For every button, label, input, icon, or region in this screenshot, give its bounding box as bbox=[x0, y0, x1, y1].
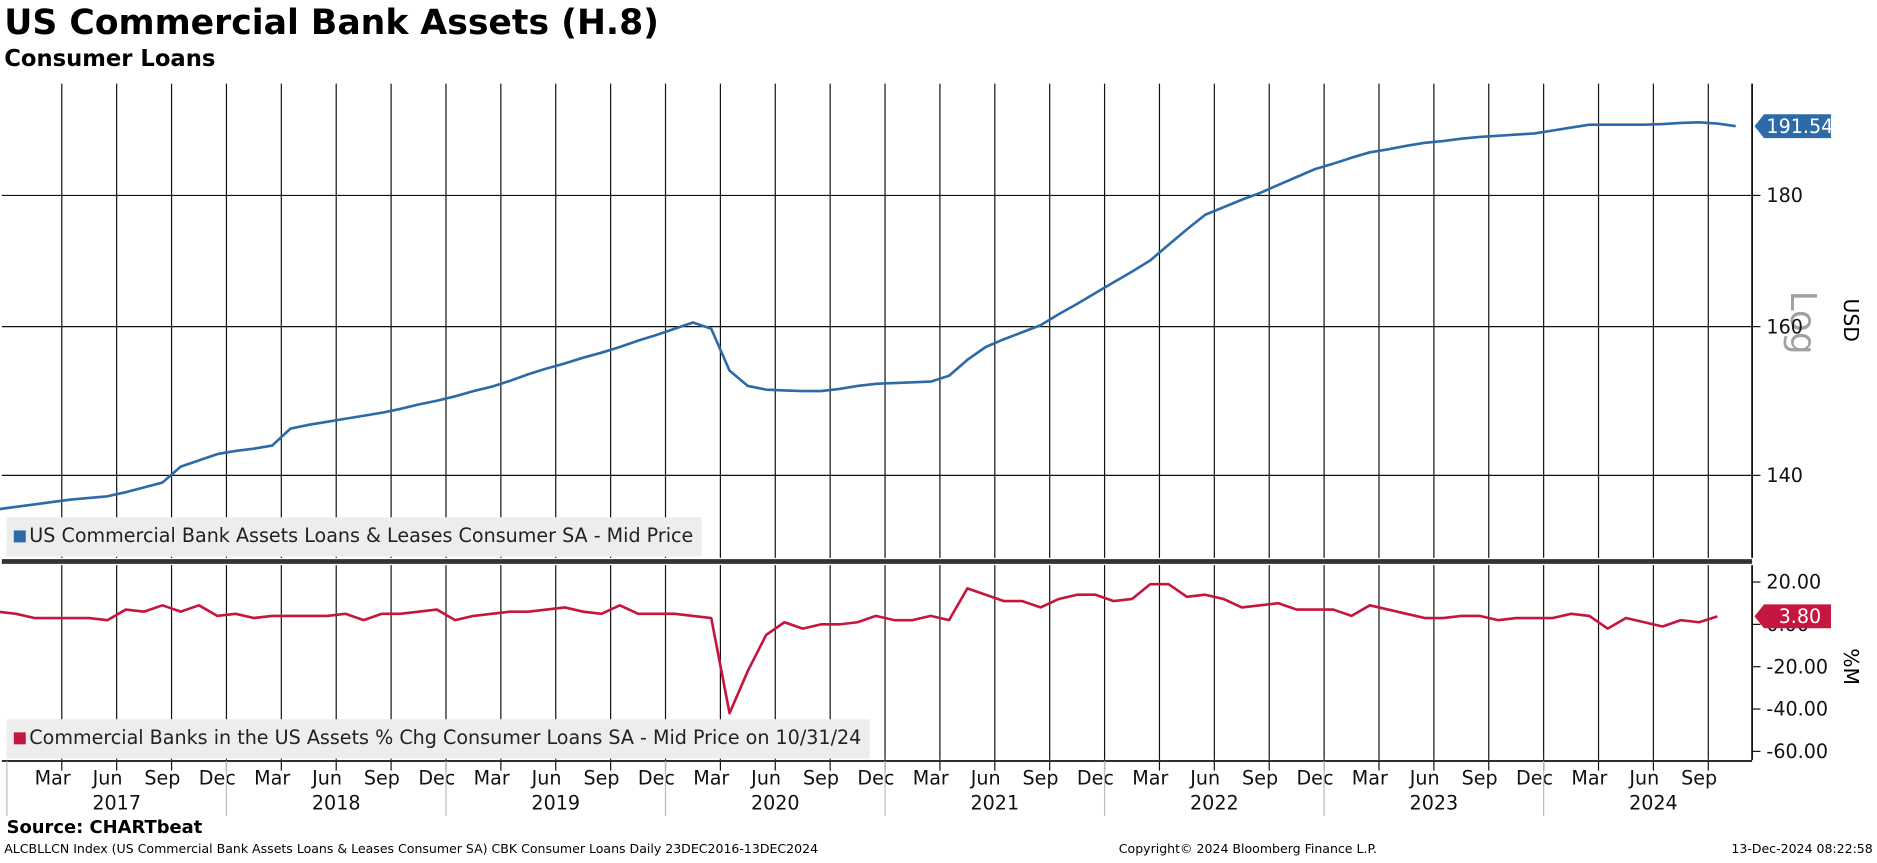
x-tick-label: Mar bbox=[1132, 766, 1168, 789]
y-tick-label: 20.00 bbox=[1766, 571, 1821, 594]
last-value-label: 191.54 bbox=[1766, 115, 1833, 138]
x-tick-label: Mar bbox=[693, 766, 729, 789]
chart-subtitle: Consumer Loans bbox=[4, 46, 215, 72]
x-tick-label: Jun bbox=[311, 766, 342, 789]
year-label: 2024 bbox=[1629, 792, 1678, 815]
x-tick-label: Jun bbox=[92, 766, 123, 789]
x-tick-label: Dec bbox=[418, 766, 455, 789]
last-value-badge bbox=[1754, 604, 1831, 629]
x-tick-label: Mar bbox=[474, 766, 510, 789]
chart-title: US Commercial Bank Assets (H.8) bbox=[4, 3, 659, 43]
year-label: 2019 bbox=[531, 792, 580, 815]
x-tick-label: Jun bbox=[1409, 766, 1440, 789]
legend-box bbox=[6, 719, 870, 759]
year-label: 2023 bbox=[1410, 792, 1459, 815]
footer-center: Copyright© 2024 Bloomberg Finance L.P. bbox=[1119, 841, 1377, 856]
year-label: 2020 bbox=[751, 792, 800, 815]
x-tick-label: Sep bbox=[364, 766, 400, 789]
x-tick-label: Sep bbox=[1462, 766, 1498, 789]
y-tick-label: -60.00 bbox=[1766, 740, 1828, 763]
x-tick-label: Dec bbox=[638, 766, 675, 789]
x-tick-label: Sep bbox=[1023, 766, 1059, 789]
footer-right: 13-Dec-2024 08:22:58 bbox=[1731, 841, 1872, 856]
x-tick-label: Dec bbox=[1077, 766, 1114, 789]
x-tick-label: Sep bbox=[1242, 766, 1278, 789]
series-line bbox=[0, 121, 1736, 511]
y-tick-label: 160 bbox=[1766, 315, 1802, 338]
legend-label: US Commercial Bank Assets Loans & Leases… bbox=[29, 524, 693, 547]
footer-left: ALCBLLCN Index (US Commercial Bank Asset… bbox=[4, 841, 818, 856]
y-axis-label: USD bbox=[1839, 298, 1863, 341]
x-tick-label: Sep bbox=[803, 766, 839, 789]
x-tick-label: Mar bbox=[913, 766, 949, 789]
year-label: 2017 bbox=[92, 792, 141, 815]
x-tick-label: Sep bbox=[583, 766, 619, 789]
y-tick-label: -40.00 bbox=[1766, 698, 1828, 721]
x-tick-label: Dec bbox=[199, 766, 236, 789]
last-value-label: 3.80 bbox=[1779, 605, 1822, 628]
x-tick-label: Jun bbox=[531, 766, 562, 789]
y-tick-label: 180 bbox=[1766, 184, 1802, 207]
year-label: 2018 bbox=[312, 792, 361, 815]
x-tick-label: Mar bbox=[1352, 766, 1388, 789]
x-tick-label: Dec bbox=[857, 766, 894, 789]
x-tick-label: Jun bbox=[1189, 766, 1220, 789]
legend-swatch bbox=[13, 530, 26, 543]
x-tick-label: Dec bbox=[1516, 766, 1553, 789]
legend-label: Commercial Banks in the US Assets % Chg … bbox=[29, 726, 861, 749]
scale-label: Log bbox=[1782, 291, 1823, 355]
y-tick-label: 140 bbox=[1766, 464, 1802, 487]
y-axis-label: %M bbox=[1839, 648, 1863, 685]
legend-box bbox=[6, 517, 702, 557]
year-label: 2021 bbox=[970, 792, 1019, 815]
x-tick-label: Jun bbox=[750, 766, 781, 789]
x-tick-label: Mar bbox=[254, 766, 290, 789]
last-value-badge bbox=[1754, 114, 1831, 139]
series-line bbox=[0, 582, 1718, 715]
x-tick-label: Mar bbox=[1571, 766, 1607, 789]
x-tick-label: Mar bbox=[35, 766, 71, 789]
x-tick-label: Jun bbox=[970, 766, 1001, 789]
x-tick-label: Dec bbox=[1296, 766, 1333, 789]
source: Source: CHARTbeat bbox=[7, 817, 203, 838]
legend-swatch bbox=[13, 732, 26, 745]
x-tick-label: Sep bbox=[144, 766, 180, 789]
y-tick-label: -20.00 bbox=[1766, 655, 1828, 678]
x-tick-label: Jun bbox=[1628, 766, 1659, 789]
year-label: 2022 bbox=[1190, 792, 1239, 815]
x-tick-label: Sep bbox=[1681, 766, 1717, 789]
